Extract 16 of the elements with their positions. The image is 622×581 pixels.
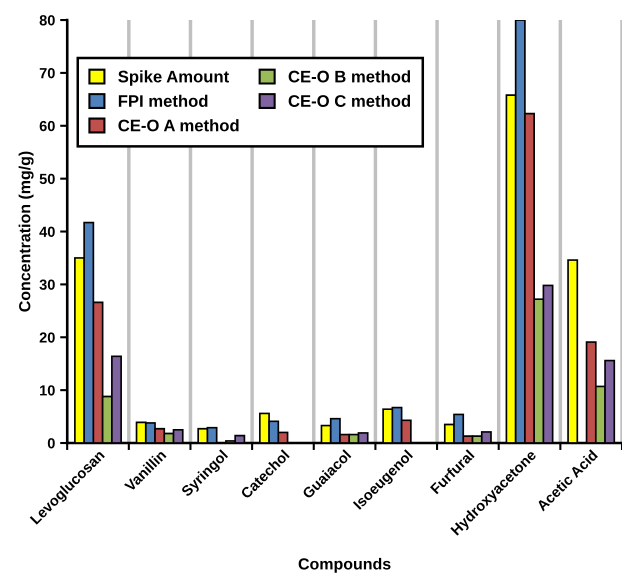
- y-tick-label: 0: [48, 438, 55, 448]
- y-tick-label: 70: [40, 68, 55, 78]
- legend-label: FPI method: [118, 94, 208, 107]
- y-tick-label: 50: [40, 174, 55, 184]
- legend-label: CE-O A method: [118, 119, 239, 132]
- y-axis-title: Concentration (mg/g): [18, 152, 34, 312]
- y-tick-label: 80: [40, 15, 55, 26]
- y-tick-label: 60: [40, 120, 55, 132]
- y-tick-label: 20: [40, 332, 55, 343]
- y-tick-label: 40: [39, 226, 55, 237]
- x-axis-title: Compounds: [298, 558, 391, 573]
- legend-label: Spike Amount: [118, 70, 229, 86]
- y-tick-label: 10: [40, 385, 55, 396]
- legend-label: CE-O C method: [288, 94, 410, 107]
- legend-label: CE-O B method: [288, 70, 410, 82]
- y-tick-label: 30: [39, 280, 55, 290]
